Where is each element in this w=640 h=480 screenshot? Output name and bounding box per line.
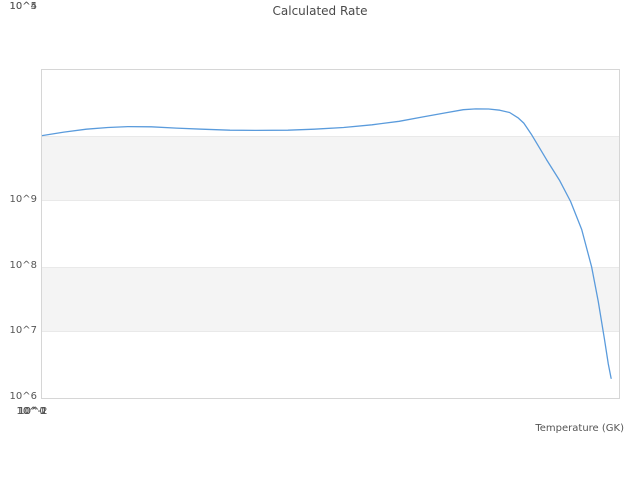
x-axis-title: Temperature (GK) — [535, 423, 624, 434]
rate-curve-path — [42, 108, 612, 379]
x-tick-label: 10^-1 — [16, 406, 48, 417]
curve-svg — [42, 108, 612, 379]
x-tick-label: 10^0 — [18, 406, 46, 417]
band-layer — [42, 70, 619, 398]
x-tick-label: 10^1 — [18, 406, 46, 417]
y-tick-label: 10^4 — [9, 1, 37, 12]
y-tick-label: 10^8 — [9, 260, 37, 271]
y-band — [42, 266, 619, 333]
y-band — [42, 135, 619, 202]
plot-area — [41, 69, 620, 399]
y-tick-label: 10^5 — [9, 1, 37, 12]
y-tick-label: 10^9 — [9, 194, 37, 205]
x-tick-label: 10^-2 — [16, 406, 48, 417]
y-tick-label: 10^7 — [9, 325, 37, 336]
chart-title: Calculated Rate — [272, 4, 368, 18]
y-tick-label: 10^6 — [9, 391, 37, 402]
